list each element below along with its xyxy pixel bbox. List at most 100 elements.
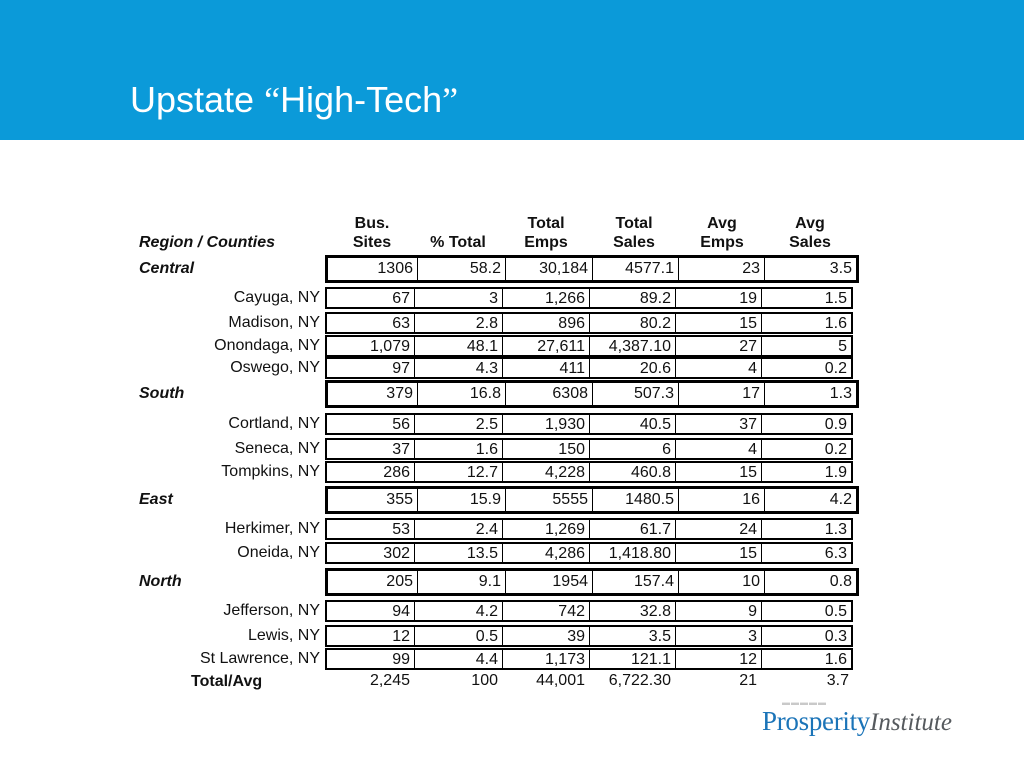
county-name: St Lawrence, NY — [199, 650, 320, 667]
table-cell: 16.8 — [417, 383, 505, 405]
table-cell: 44,001 — [536, 672, 585, 689]
region-row: East 355 15.9 5555 1480.5 16 4.2 — [139, 486, 859, 514]
table-cell: 63 — [325, 314, 414, 332]
avg-emps-header: Avg Emps — [700, 215, 744, 251]
table-cell: 121.1 — [589, 650, 675, 668]
value-cells: 99 4.4 1,173 121.1 12 1.6 — [325, 648, 853, 670]
table-cell: 6,722.30 — [608, 672, 671, 689]
table-cell: 411 — [502, 359, 589, 377]
bus-sites-header: Bus. Sites — [352, 215, 392, 251]
table-cell: 0.5 — [414, 627, 502, 645]
table-cell: 1.9 — [761, 463, 853, 481]
table-cell: 5 — [761, 337, 853, 355]
avg-sales-header: Avg Sales — [789, 215, 831, 251]
table-cell: 40.5 — [589, 415, 675, 433]
region-column-header: Region / Counties — [139, 234, 275, 251]
slide-title: Upstate “High-Tech” — [130, 79, 459, 120]
table-cell: 80.2 — [589, 314, 675, 332]
table-cell: 9.1 — [417, 571, 505, 593]
county-row: Tompkins, NY 286 12.7 4,228 460.8 15 1.9 — [139, 461, 857, 483]
county-row: Seneca, NY 37 1.6 150 6 4 0.2 — [139, 438, 857, 460]
table-cell: 17 — [678, 383, 764, 405]
logo-prosperity-text: Prosperity — [762, 706, 870, 736]
table-cell: 2.4 — [414, 520, 502, 538]
county-name: Oswego, NY — [230, 359, 320, 376]
county-row: Onondaga, NY 1,079 48.1 27,611 4,387.10 27 5 — [139, 335, 857, 357]
table-cell: 0.3 — [761, 627, 853, 645]
value-cells: 286 12.7 4,228 460.8 15 1.9 — [325, 461, 853, 483]
county-row: Madison, NY 63 2.8 896 80.2 15 1.6 — [139, 312, 857, 334]
table-cell: 39 — [502, 627, 589, 645]
table-cell: 27,611 — [502, 337, 589, 355]
table-cell: 89.2 — [589, 289, 675, 307]
table-cell: 2.5 — [414, 415, 502, 433]
table-cell: 61.7 — [589, 520, 675, 538]
table-cell: 205 — [386, 573, 413, 590]
table-cell: 56 — [325, 415, 414, 433]
value-cells: 53 2.4 1,269 61.7 24 1.3 — [325, 518, 853, 540]
county-name: Oneida, NY — [237, 544, 320, 561]
total-emps-header: Total Emps — [524, 215, 568, 251]
county-row: Cortland, NY 56 2.5 1,930 40.5 37 0.9 — [139, 413, 857, 435]
table-cell: 4,387.10 — [589, 337, 675, 355]
table-cell: 0.5 — [761, 602, 853, 620]
region-name: Central — [139, 260, 195, 277]
total-row: Total/Avg 2,245 100 44,001 6,722.30 21 3.7 — [139, 671, 857, 693]
table-cell: 379 — [386, 385, 413, 402]
table-cell: 4.4 — [414, 650, 502, 668]
table-cell: 6.3 — [761, 544, 853, 562]
region-name: North — [139, 573, 182, 590]
county-name: Onondaga, NY — [214, 337, 320, 354]
value-cells: 37 1.6 150 6 4 0.2 — [325, 438, 853, 460]
table-cell: 10 — [678, 571, 764, 593]
table-cell: 15 — [675, 314, 761, 332]
table-cell: 286 — [325, 463, 414, 481]
logo-small-mark: ▬▬▬▬▬ — [782, 698, 827, 707]
table-cell: 0.8 — [764, 571, 856, 593]
table-cell: 2.8 — [414, 314, 502, 332]
table-cell: 1954 — [505, 571, 592, 593]
table-cell: 742 — [502, 602, 589, 620]
table-cell: 4 — [675, 440, 761, 458]
table-cell: 4 — [675, 359, 761, 377]
table-cell: 1,266 — [502, 289, 589, 307]
value-cells: 67 3 1,266 89.2 19 1.5 — [325, 287, 853, 309]
prosperity-institute-logo: ▬▬▬▬▬ ProsperityInstitute — [762, 698, 952, 746]
table-cell: 4.3 — [414, 359, 502, 377]
value-cells: 2,245 100 44,001 6,722.30 21 3.7 — [325, 671, 853, 693]
table-cell: 0.2 — [761, 440, 853, 458]
table-cell: 5555 — [505, 489, 592, 511]
table-cell: 48.1 — [414, 337, 502, 355]
table-cell: 1,418.80 — [589, 544, 675, 562]
county-name: Cortland, NY — [228, 415, 320, 432]
table-cell: 4.2 — [764, 489, 856, 511]
table-cell: 67 — [325, 289, 414, 307]
table-cell: 157.4 — [592, 571, 678, 593]
table-cell: 355 — [386, 491, 413, 508]
table-cell: 2,245 — [369, 672, 410, 689]
table-cell: 99 — [325, 650, 414, 668]
table-cell: 896 — [502, 314, 589, 332]
table-cell: 3.5 — [589, 627, 675, 645]
value-cells: 12 0.5 39 3.5 3 0.3 — [325, 625, 853, 647]
value-cells: 379 16.8 6308 507.3 17 1.3 — [325, 380, 859, 408]
county-name: Cayuga, NY — [233, 289, 320, 306]
county-row: Lewis, NY 12 0.5 39 3.5 3 0.3 — [139, 625, 857, 647]
value-cells: 355 15.9 5555 1480.5 16 4.2 — [325, 486, 859, 514]
table-cell: 12 — [325, 627, 414, 645]
table-cell: 9 — [675, 602, 761, 620]
table-cell: 30,184 — [505, 258, 592, 280]
table-cell: 100 — [471, 672, 498, 689]
table-cell: 27 — [675, 337, 761, 355]
table-cell: 97 — [325, 359, 414, 377]
value-cells: 94 4.2 742 32.8 9 0.5 — [325, 600, 853, 622]
table-cell: 20.6 — [589, 359, 675, 377]
table-cell: 19 — [675, 289, 761, 307]
table-cell: 1306 — [377, 260, 413, 277]
table-cell: 1.6 — [414, 440, 502, 458]
table-cell: 12.7 — [414, 463, 502, 481]
pct-total-header: % Total — [430, 234, 486, 251]
title-banner — [0, 0, 1024, 140]
logo-institute-text: Institute — [870, 709, 952, 736]
table-cell: 1.3 — [761, 520, 853, 538]
